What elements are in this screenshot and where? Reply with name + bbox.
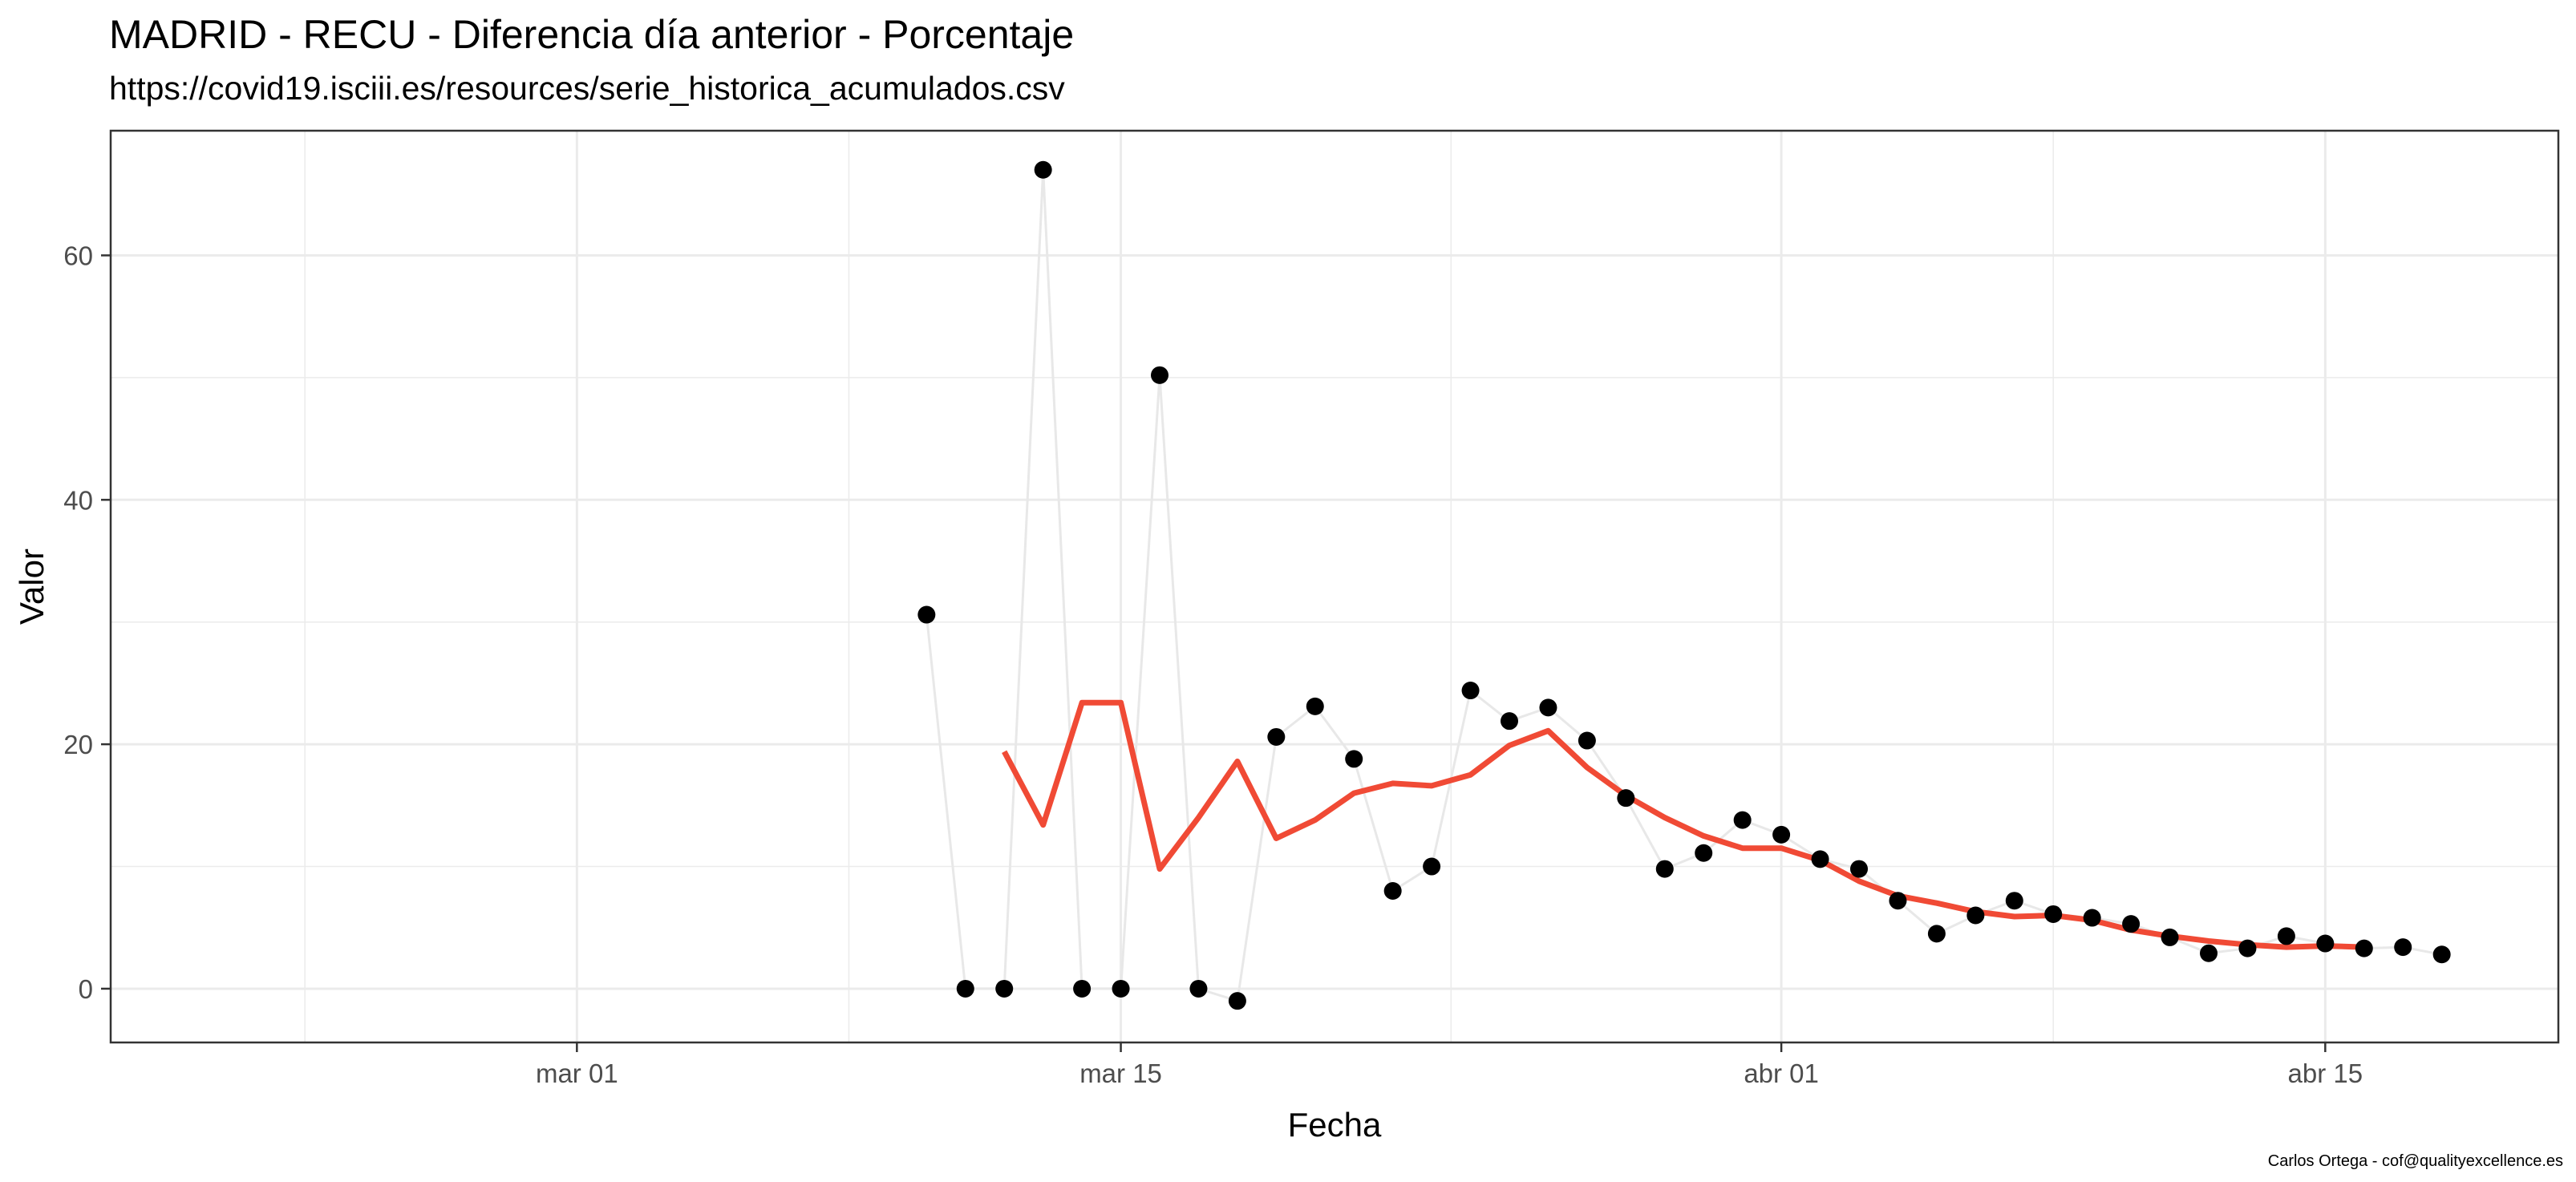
x-tick-label: mar 01 bbox=[536, 1059, 618, 1088]
panel-border bbox=[109, 129, 2560, 1044]
y-tick-label: 20 bbox=[63, 730, 93, 759]
y-tick-label: 0 bbox=[79, 974, 93, 1004]
data-point bbox=[2277, 927, 2295, 945]
data-point bbox=[995, 979, 1014, 998]
data-point bbox=[1383, 882, 1402, 901]
data-point bbox=[1189, 979, 1208, 998]
chart-caption: Carlos Ortega - cof@qualityexcellence.es bbox=[2267, 1152, 2563, 1170]
data-point bbox=[1772, 825, 1791, 844]
chart-subtitle: https://covid19.isciii.es/resources/seri… bbox=[109, 70, 1065, 107]
data-point bbox=[1228, 992, 1246, 1010]
data-point bbox=[2200, 944, 2218, 962]
x-tick-label: abr 15 bbox=[2288, 1059, 2363, 1088]
data-point bbox=[1306, 697, 1324, 715]
data-point bbox=[2122, 915, 2141, 933]
data-point bbox=[1423, 857, 1441, 876]
data-point bbox=[917, 605, 936, 624]
data-point bbox=[2083, 909, 2101, 927]
data-point bbox=[1733, 811, 1752, 829]
data-point bbox=[1539, 698, 1557, 717]
data-point bbox=[1461, 682, 1480, 700]
data-point bbox=[2044, 905, 2063, 923]
data-point bbox=[1966, 906, 1985, 925]
data-point bbox=[1151, 366, 1169, 384]
data-point bbox=[1655, 860, 1674, 878]
data-point bbox=[1850, 860, 1868, 878]
data-point bbox=[2238, 939, 2257, 957]
x-tick-label: mar 15 bbox=[1079, 1059, 1162, 1088]
data-point bbox=[2355, 939, 2373, 957]
data-point bbox=[1034, 160, 1052, 179]
x-axis-title: Fecha bbox=[1288, 1106, 1382, 1144]
data-point bbox=[1811, 850, 1829, 868]
data-point bbox=[1927, 925, 1946, 943]
data-point bbox=[1889, 892, 1907, 910]
data-point bbox=[2005, 892, 2023, 910]
data-point bbox=[2394, 938, 2412, 957]
data-point bbox=[1267, 727, 1286, 746]
data-point bbox=[1695, 844, 1713, 862]
data-point bbox=[2432, 945, 2451, 964]
x-tick-label: abr 01 bbox=[1744, 1059, 1819, 1088]
data-point bbox=[956, 979, 974, 998]
data-point bbox=[1112, 979, 1130, 998]
data-point bbox=[1578, 731, 1596, 750]
data-point bbox=[1501, 712, 1518, 731]
smoothed-line bbox=[1002, 699, 2364, 950]
data-point bbox=[1345, 750, 1363, 768]
data-point bbox=[1617, 789, 1635, 808]
data-point bbox=[1073, 979, 1092, 998]
chart-title: MADRID - RECU - Diferencia día anterior … bbox=[109, 12, 1075, 57]
connector-line bbox=[925, 169, 2442, 1003]
data-point bbox=[2161, 928, 2179, 946]
data-point bbox=[2316, 934, 2335, 953]
y-tick-label: 40 bbox=[63, 485, 93, 515]
y-axis-title: Valor bbox=[13, 548, 51, 625]
y-tick-label: 60 bbox=[63, 241, 93, 270]
